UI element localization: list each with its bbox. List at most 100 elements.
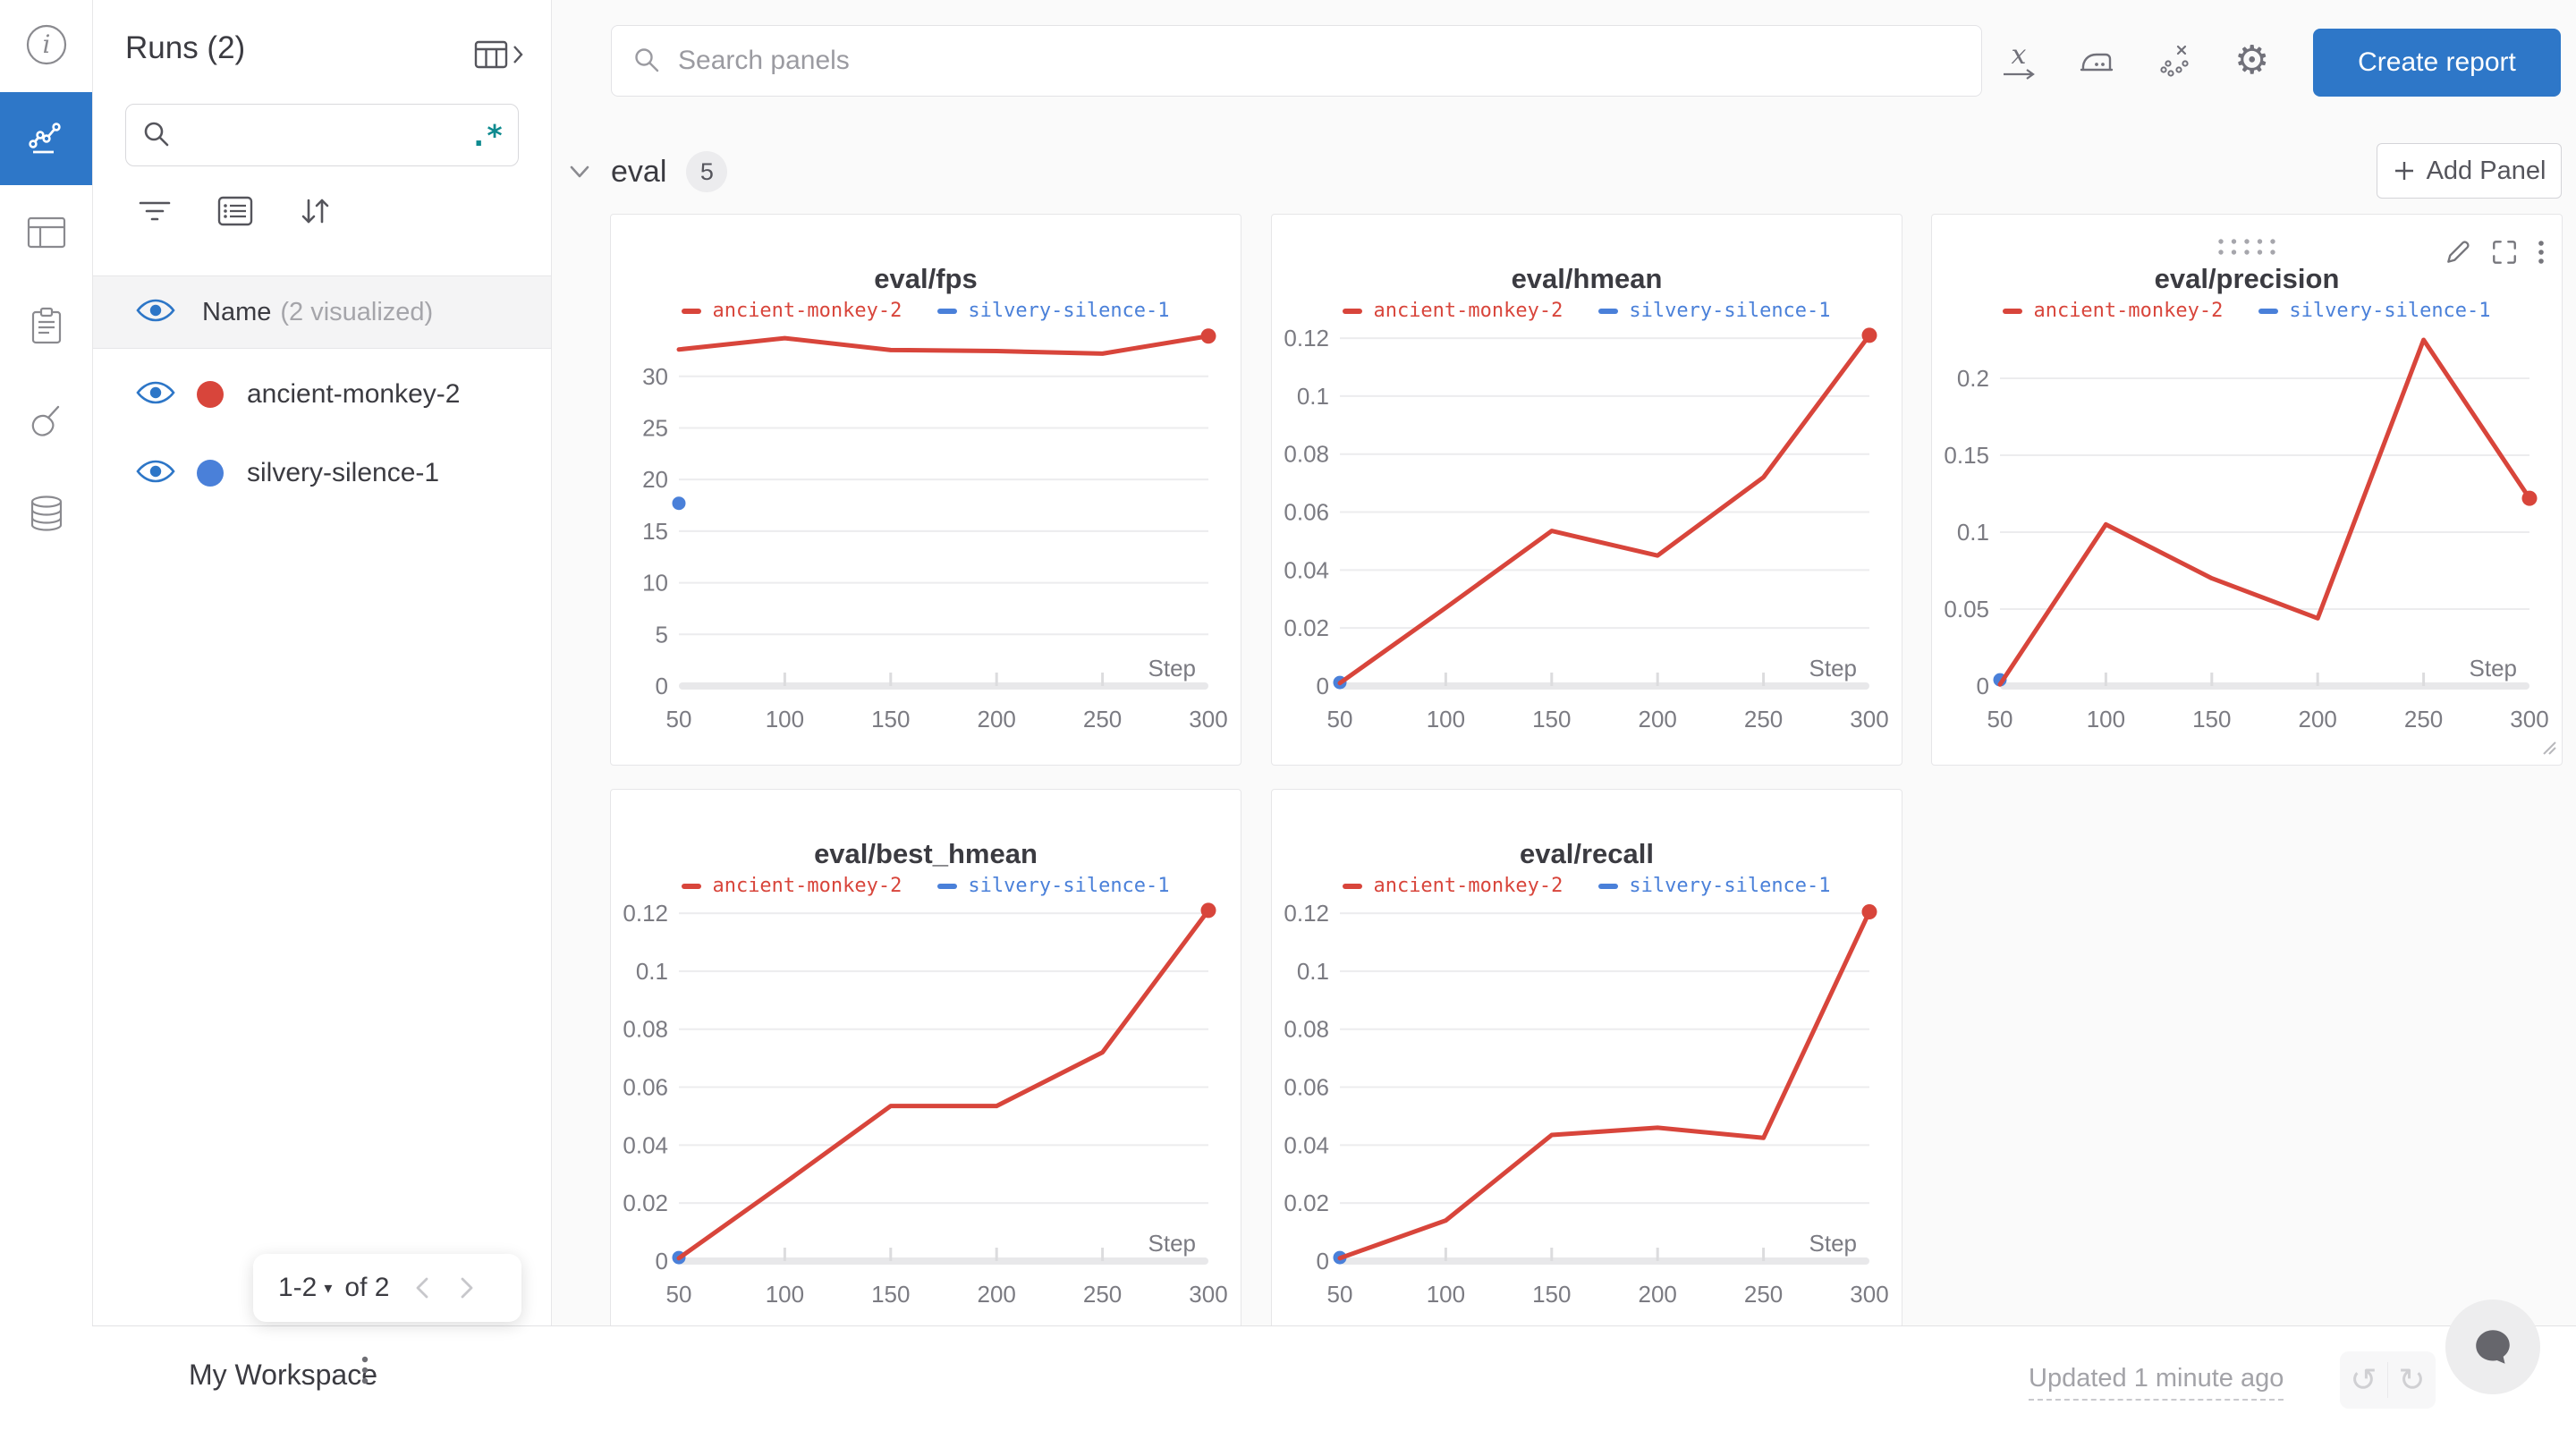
panel-eval/best_hmean: 0 0.02 0.04 0.06 0.08 0.1 0.12 50 100 150 200 250 30… [610, 789, 1241, 1341]
run-color-dot [197, 381, 224, 408]
eye-icon[interactable] [136, 297, 175, 328]
rail-item-overview[interactable]: i [0, 0, 92, 93]
edit-pencil-icon[interactable] [2444, 238, 2472, 267]
svg-text:250: 250 [1744, 1281, 1783, 1308]
regex-toggle-icon[interactable]: .* [470, 117, 504, 153]
left-icon-rail: i [0, 0, 93, 1431]
add-panel-button[interactable]: Add Panel [2377, 143, 2562, 199]
svg-text:30: 30 [642, 363, 668, 390]
legend-swatch [2003, 308, 2023, 314]
smoothing-iron-icon[interactable] [2077, 43, 2116, 79]
svg-text:20: 20 [642, 466, 668, 493]
database-icon [26, 493, 67, 538]
fullscreen-icon[interactable] [2490, 238, 2519, 267]
panel-eval/precision: 0 0.05 0.1 0.15 0.2 50 100 150 200 250 300 Step eval… [1931, 214, 2563, 766]
rail-item-charts[interactable] [0, 92, 92, 185]
svg-text:0.08: 0.08 [623, 1016, 668, 1043]
info-icon: i [24, 22, 69, 72]
chat-support-button[interactable] [2445, 1300, 2540, 1394]
panel-drag-handle[interactable] [2216, 236, 2277, 262]
search-icon [142, 120, 173, 150]
filter-icon[interactable] [137, 198, 173, 224]
chart-canvas[interactable]: 0 5 10 15 20 25 30 50 100 150 200 250 300 Step [611, 215, 1242, 766]
name-column-label: Name [202, 297, 272, 326]
workspace-menu-kebab-icon[interactable] [360, 1353, 369, 1393]
chart-canvas[interactable]: 0 0.02 0.04 0.06 0.08 0.1 0.12 50 100 150 200 250 30… [611, 790, 1242, 1342]
svg-text:0.06: 0.06 [623, 1074, 668, 1101]
svg-text:0: 0 [1977, 673, 1989, 699]
panel-search-box [611, 25, 1982, 97]
legend-run-name: silvery-silence-1 [968, 300, 1170, 322]
chat-bubble-icon [2476, 1330, 2510, 1364]
run-name: ancient-monkey-2 [247, 379, 461, 409]
svg-text:150: 150 [871, 1281, 910, 1308]
section-panel-count-badge: 5 [686, 151, 728, 192]
rail-item-logs[interactable] [0, 281, 92, 374]
panel-search-input[interactable] [676, 45, 1981, 77]
chart-canvas[interactable]: 0 0.02 0.04 0.06 0.08 0.1 0.12 50 100 150 200 250 30… [1272, 215, 1903, 766]
legend-swatch [1343, 308, 1363, 314]
eye-icon[interactable] [136, 458, 175, 489]
runs-name-header: Name (2 visualized) [92, 275, 551, 349]
svg-text:0.08: 0.08 [1284, 1016, 1329, 1043]
svg-text:300: 300 [2510, 706, 2548, 732]
create-report-button[interactable]: Create report [2313, 29, 2561, 97]
outliers-icon[interactable] [2157, 43, 2193, 79]
svg-text:0.08: 0.08 [1284, 441, 1329, 468]
next-page-icon[interactable] [455, 1275, 477, 1300]
legend-run-name: silvery-silence-1 [1629, 300, 1831, 322]
svg-text:0.04: 0.04 [1284, 1131, 1329, 1158]
divider [2387, 1362, 2388, 1398]
undo-icon[interactable]: ↺ [2350, 1361, 2377, 1398]
panel-action-icons [2444, 238, 2546, 267]
svg-text:0.06: 0.06 [1284, 1074, 1329, 1101]
gear-icon[interactable]: ⚙ [2234, 38, 2270, 82]
page-range-dropdown[interactable]: 1-2 ▾ [278, 1273, 332, 1303]
runs-title: Runs (2) [125, 30, 246, 65]
svg-text:i: i [42, 30, 50, 59]
clipboard-icon [26, 305, 67, 351]
svg-text:50: 50 [666, 706, 692, 732]
legend-run-name: ancient-monkey-2 [1373, 875, 1563, 897]
svg-text:0.1: 0.1 [1957, 519, 1989, 546]
rail-item-artifacts[interactable] [0, 469, 92, 562]
run-row-silvery-silence-1[interactable]: silvery-silence-1 [92, 434, 551, 512]
chart-title: eval/fps [874, 263, 978, 294]
redo-icon[interactable]: ↻ [2398, 1361, 2426, 1398]
runs-table-expand-icon[interactable] [474, 38, 524, 78]
svg-text:50: 50 [1987, 706, 2013, 732]
svg-text:Step: Step [1809, 655, 1858, 682]
sort-icon[interactable] [298, 195, 332, 227]
runs-pagination: 1-2 ▾ of 2 [253, 1254, 521, 1322]
section-eval-header[interactable]: eval 5 [568, 143, 728, 200]
eye-icon[interactable] [136, 379, 175, 411]
rail-item-sweeps[interactable] [0, 377, 92, 470]
legend-swatch [2258, 308, 2279, 314]
chart-canvas[interactable]: 0 0.02 0.04 0.06 0.08 0.1 0.12 50 100 150 200 250 30… [1272, 790, 1903, 1342]
chart-legend: ancient-monkey-2 silvery-silence-1 [611, 300, 1241, 322]
prev-page-icon[interactable] [412, 1275, 434, 1300]
section-title: eval [611, 154, 667, 189]
kebab-menu-icon[interactable] [2537, 238, 2546, 267]
chart-canvas[interactable]: 0 0.05 0.1 0.15 0.2 50 100 150 200 250 300 Step [1932, 215, 2563, 766]
run-name: silvery-silence-1 [247, 458, 440, 487]
legend-run-name: ancient-monkey-2 [712, 300, 902, 322]
svg-text:250: 250 [1744, 706, 1783, 732]
svg-text:0.05: 0.05 [1944, 596, 1989, 622]
updated-timestamp[interactable]: Updated 1 minute ago [2029, 1364, 2284, 1401]
run-row-ancient-monkey-2[interactable]: ancient-monkey-2 [92, 355, 551, 434]
search-icon [633, 47, 662, 75]
rail-item-table[interactable] [0, 188, 92, 281]
runs-search-input[interactable] [185, 119, 470, 151]
x-axis-icon[interactable]: x [2002, 42, 2036, 80]
svg-text:100: 100 [766, 706, 804, 732]
legend-swatch [937, 308, 958, 314]
svg-text:0.02: 0.02 [623, 1190, 668, 1216]
svg-text:0.12: 0.12 [1284, 325, 1329, 351]
svg-text:15: 15 [642, 518, 668, 545]
svg-text:0: 0 [656, 673, 668, 699]
chart-legend: ancient-monkey-2 silvery-silence-1 [611, 875, 1241, 897]
panel-resize-handle[interactable] [2538, 737, 2556, 759]
list-icon[interactable] [217, 196, 253, 226]
